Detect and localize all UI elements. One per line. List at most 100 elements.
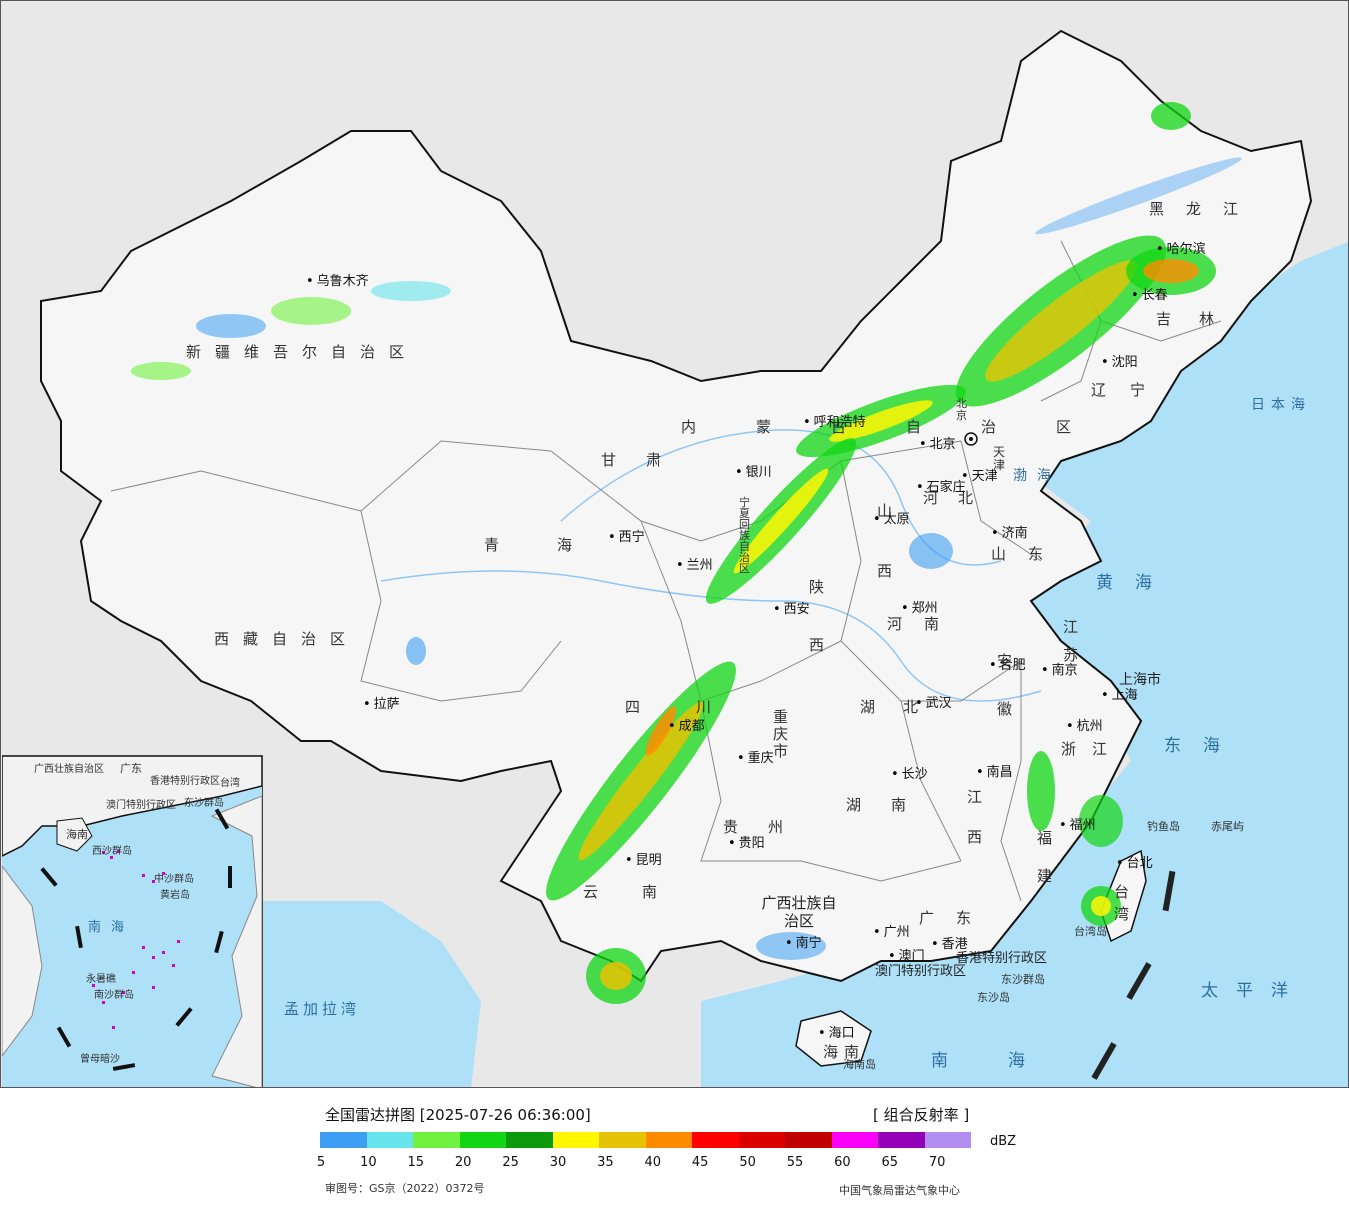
- color-scale-tick: 35: [597, 1155, 614, 1170]
- color-swatch-70: [924, 1132, 971, 1148]
- province-zhejiang: 浙江: [1061, 740, 1124, 758]
- province-yunnan: 云南: [583, 883, 702, 901]
- color-swatch-5: [320, 1132, 367, 1148]
- color-scale-tick: 60: [834, 1155, 851, 1170]
- city-hefei: 合肥: [989, 654, 1026, 673]
- sea-mengjialawan: 孟加拉湾: [284, 1000, 361, 1018]
- sea-area: [701, 241, 1348, 1087]
- province-sichuan: 四川: [625, 698, 768, 716]
- inset-label-xianggang: 香港特别行政区: [150, 776, 220, 787]
- inset-label-taiwan: 台湾: [220, 778, 240, 789]
- inset-philippines: [210, 795, 262, 1087]
- inset-label-aomen: 澳门特别行政区: [106, 800, 176, 811]
- city-jinan: 济南: [991, 522, 1028, 541]
- province-guangxi: 广西壮族自治区: [761, 894, 837, 930]
- province-macau: 澳门特别行政区: [875, 964, 967, 979]
- map-approval-number: 审图号：GS京（2022）0372号: [325, 1182, 485, 1195]
- color-scale-tick: 10: [360, 1155, 377, 1170]
- island-chiweiyu: 赤尾屿: [1211, 820, 1244, 833]
- inset-label-guangxi: 广西壮族自治区: [34, 764, 104, 775]
- china-outline: [40, 29, 1313, 983]
- city-xining: 西宁: [608, 526, 645, 545]
- province-jiangxi: 江西: [967, 788, 997, 846]
- color-swatch-20: [459, 1132, 506, 1148]
- city-guiyang: 贵阳: [728, 832, 765, 851]
- inset-label-guangdong: 广东: [120, 762, 142, 775]
- color-swatch-40: [645, 1132, 692, 1148]
- color-scale-tick: 20: [454, 1155, 472, 1170]
- city-zhengzhou: 郑州: [901, 597, 938, 616]
- color-scale-tick: 30: [549, 1155, 567, 1170]
- city-macau: 澳门: [888, 945, 925, 964]
- province-shandong: 山东: [991, 545, 1066, 563]
- city-beijing: 北京: [919, 433, 956, 452]
- city-shijiazhuang: 石家庄: [916, 476, 966, 495]
- province-jilin: 吉林: [1156, 310, 1243, 328]
- province-guangdong: 广东: [919, 909, 994, 927]
- province-taiwan: 台湾: [1114, 883, 1144, 923]
- province-chongqing: 重庆市: [773, 708, 803, 760]
- province-gansu: 甘肃: [601, 451, 692, 469]
- city-nanjing: 南京: [1041, 659, 1078, 678]
- province-hubei: 湖北: [860, 698, 947, 716]
- inset-label-xisha: 西沙群岛: [92, 846, 132, 857]
- province-xizang: 西藏自治区: [214, 630, 360, 648]
- inset-mainland: [2, 756, 262, 857]
- city-changchun: 长春: [1131, 284, 1168, 303]
- sea-donghai: 东海: [1164, 736, 1242, 756]
- city-kunming: 昆明: [625, 849, 662, 868]
- inset-label-zhongsha: 中沙群岛: [154, 874, 194, 885]
- inset-label-zengmu: 曾母暗沙: [80, 1054, 120, 1065]
- agency-credit: 中国气象局雷达气象中心: [839, 1184, 960, 1197]
- city-nanning: 南宁: [785, 932, 822, 951]
- city-tianjin: 天津: [961, 465, 998, 484]
- city-harbin: 哈尔滨: [1156, 238, 1206, 257]
- color-scale-tick: 40: [644, 1155, 662, 1170]
- province-hainan: 海南: [823, 1043, 866, 1061]
- inset-label-nanhai: 南海: [88, 920, 135, 935]
- sea-bohai: 渤海: [1013, 468, 1061, 484]
- province-hongkong: 香港特别行政区: [956, 951, 1048, 966]
- island-dongshadao: 东沙岛: [977, 991, 1010, 1004]
- color-scale: [320, 1132, 971, 1148]
- province-anhui: 安徽: [997, 652, 1027, 718]
- color-scale-tick: 65: [881, 1155, 899, 1170]
- color-scale-tick: 45: [691, 1155, 709, 1170]
- color-swatch-15: [413, 1132, 460, 1148]
- city-shanghai: 上海: [1101, 684, 1138, 703]
- bay-of-bengal: [263, 901, 481, 1087]
- city-chengdu: 成都: [668, 715, 705, 734]
- color-scale-ticks: 5 10 15 20 25 30 35 40 45 50 55 60 65 70: [300, 1155, 960, 1173]
- city-chongqing: 重庆: [737, 747, 774, 766]
- legend-title: 全国雷达拼图 [2025-07-26 06:36:00]: [325, 1106, 591, 1124]
- province-shaanxi: 陕西: [809, 578, 839, 654]
- island-hainandao: 海南岛: [843, 1058, 876, 1071]
- city-fuzhou: 福州: [1059, 814, 1096, 833]
- island-diaoyudao: 钓鱼岛: [1147, 820, 1180, 833]
- city-taibei: 台北: [1116, 852, 1153, 871]
- city-wuhan: 武汉: [915, 692, 952, 711]
- radar-map: 新疆维吾尔自治区 西藏自治区 青海 甘肃 内蒙古自治区 黑龙江 吉林 辽宁 河北…: [0, 0, 1349, 1088]
- color-scale-tick: 50: [739, 1155, 756, 1170]
- nine-dash-line: [1091, 870, 1176, 1080]
- city-haikou: 海口: [818, 1022, 855, 1041]
- inset-nine-dash: [40, 808, 232, 1071]
- legend-unit: dBZ: [990, 1134, 1017, 1149]
- city-lhasa: 拉萨: [363, 693, 400, 712]
- color-scale-tick: 5: [316, 1155, 326, 1170]
- city-urumqi: 乌鲁木齐: [306, 270, 369, 289]
- city-yinchuan: 银川: [735, 461, 772, 480]
- province-liaoning: 辽宁: [1091, 381, 1170, 399]
- color-scale-tick: 55: [786, 1155, 804, 1170]
- inset-label-hainan: 海南: [66, 828, 88, 841]
- color-scale-tick: 70: [928, 1155, 946, 1170]
- province-xinjiang: 新疆维吾尔自治区: [186, 343, 419, 361]
- sea-taipingyang: 太平洋: [1201, 981, 1306, 1001]
- city-xian: 西安: [773, 598, 810, 617]
- color-scale-tick: 15: [407, 1155, 425, 1170]
- color-scale-tick: 25: [502, 1155, 519, 1170]
- province-beijing: 北京: [956, 397, 967, 422]
- inset-canvas: [2, 756, 262, 1087]
- province-hunan: 湖南: [846, 796, 937, 814]
- color-swatch-30: [552, 1132, 599, 1148]
